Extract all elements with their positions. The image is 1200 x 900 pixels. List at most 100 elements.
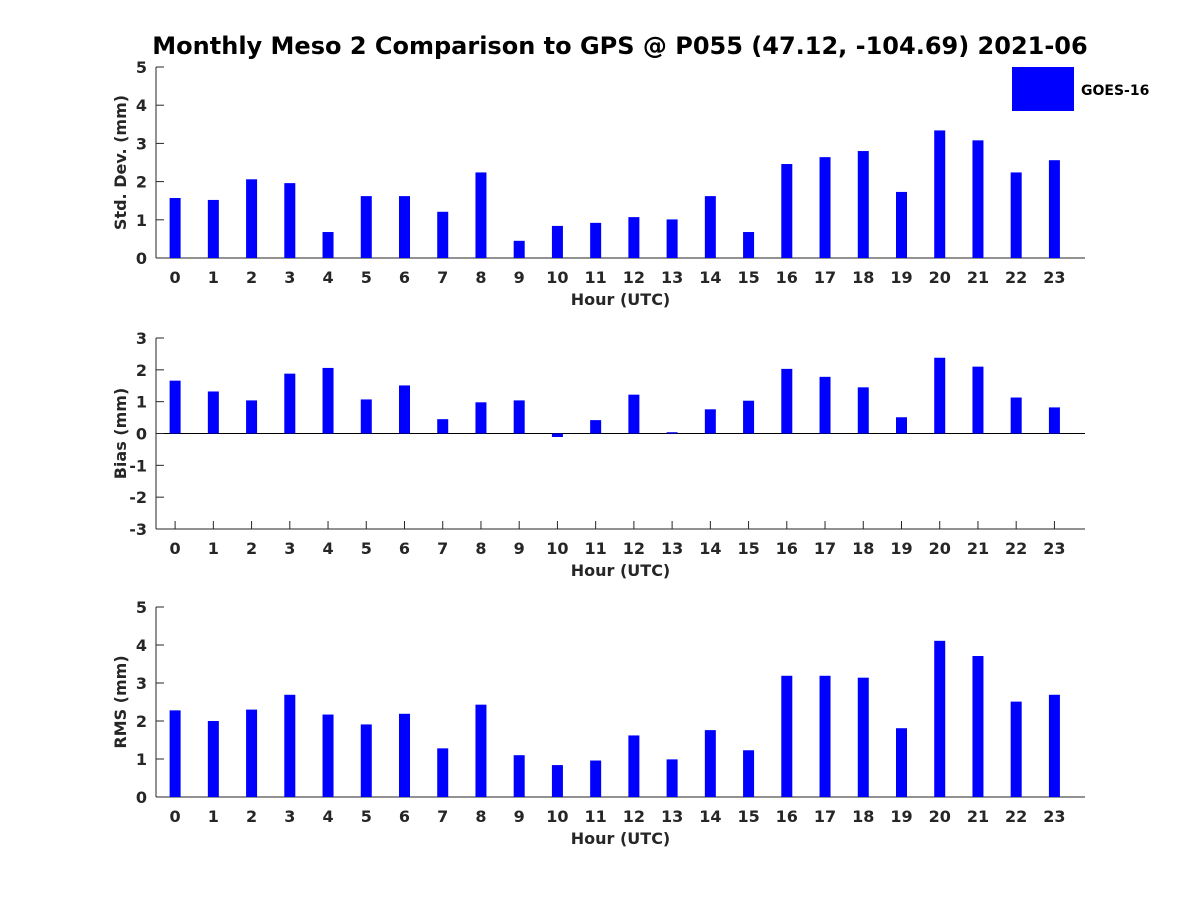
bar-hour-7 bbox=[437, 419, 449, 434]
x-tick-label: 16 bbox=[776, 268, 798, 287]
x-tick-label: 12 bbox=[623, 807, 645, 826]
x-tick-label: 17 bbox=[814, 268, 836, 287]
chart-title: Monthly Meso 2 Comparison to GPS @ P055 … bbox=[152, 32, 1087, 60]
x-tick-label: 0 bbox=[170, 539, 181, 558]
bar-hour-7 bbox=[437, 748, 449, 797]
x-tick-label: 17 bbox=[814, 539, 836, 558]
y-tick-label: 3 bbox=[136, 674, 147, 693]
y-tick-label: 0 bbox=[136, 425, 147, 444]
x-tick-label: 0 bbox=[170, 268, 181, 287]
bar-hour-2 bbox=[246, 179, 258, 258]
bar-hour-21 bbox=[972, 140, 984, 258]
x-tick-label: 2 bbox=[246, 539, 257, 558]
x-tick-label: 9 bbox=[514, 268, 525, 287]
y-axis-label: Bias (mm) bbox=[111, 388, 130, 480]
x-tick-label: 23 bbox=[1043, 807, 1065, 826]
x-tick-label: 4 bbox=[322, 807, 333, 826]
bar-hour-3 bbox=[284, 183, 296, 258]
bar-hour-12 bbox=[628, 217, 640, 258]
x-tick-label: 21 bbox=[967, 807, 989, 826]
x-tick-label: 19 bbox=[890, 539, 912, 558]
bar-hour-0 bbox=[169, 710, 181, 797]
bar-hour-3 bbox=[284, 694, 296, 797]
bar-hour-8 bbox=[475, 172, 487, 258]
x-tick-label: 21 bbox=[967, 539, 989, 558]
x-axis-label: Hour (UTC) bbox=[571, 290, 671, 309]
bar-hour-22 bbox=[1010, 397, 1022, 434]
bar-hour-11 bbox=[590, 420, 602, 434]
x-tick-label: 5 bbox=[361, 539, 372, 558]
bar-hour-7 bbox=[437, 211, 449, 258]
legend-swatch bbox=[1012, 67, 1074, 111]
bar-hour-16 bbox=[781, 164, 793, 258]
x-axis-label: Hour (UTC) bbox=[571, 829, 671, 848]
bar-hour-18 bbox=[857, 151, 869, 258]
bar-hour-15 bbox=[743, 232, 755, 258]
bar-hour-16 bbox=[781, 675, 793, 797]
bar-hour-21 bbox=[972, 656, 984, 797]
x-tick-label: 20 bbox=[929, 807, 951, 826]
x-tick-label: 2 bbox=[246, 268, 257, 287]
bar-hour-13 bbox=[666, 759, 678, 797]
x-tick-label: 1 bbox=[208, 807, 219, 826]
bar-hour-8 bbox=[475, 402, 487, 434]
x-tick-label: 11 bbox=[585, 807, 607, 826]
bar-hour-12 bbox=[628, 735, 640, 797]
bar-hour-1 bbox=[207, 391, 219, 434]
x-tick-label: 14 bbox=[699, 268, 721, 287]
y-tick-label: 4 bbox=[136, 96, 147, 115]
y-tick-label: 2 bbox=[136, 361, 147, 380]
x-tick-label: 23 bbox=[1043, 539, 1065, 558]
y-axis-label: Std. Dev. (mm) bbox=[111, 95, 130, 230]
bar-hour-23 bbox=[1048, 694, 1060, 797]
x-tick-label: 16 bbox=[776, 539, 798, 558]
bar-hour-0 bbox=[169, 198, 181, 258]
x-tick-label: 14 bbox=[699, 807, 721, 826]
bar-hour-5 bbox=[360, 196, 372, 258]
bar-hour-23 bbox=[1048, 407, 1060, 434]
bar-hour-1 bbox=[207, 199, 219, 258]
x-tick-label: 8 bbox=[475, 539, 486, 558]
x-tick-label: 5 bbox=[361, 268, 372, 287]
x-tick-label: 9 bbox=[514, 807, 525, 826]
bar-hour-18 bbox=[857, 387, 869, 434]
x-tick-label: 13 bbox=[661, 807, 683, 826]
bar-hour-12 bbox=[628, 394, 640, 434]
bar-hour-5 bbox=[360, 724, 372, 797]
x-tick-label: 2 bbox=[246, 807, 257, 826]
bar-hour-9 bbox=[513, 240, 525, 258]
bar-hour-15 bbox=[743, 750, 755, 797]
bar-hour-13 bbox=[666, 219, 678, 258]
y-tick-label: -1 bbox=[129, 456, 147, 475]
y-tick-label: 5 bbox=[136, 58, 147, 77]
x-tick-label: 8 bbox=[475, 807, 486, 826]
y-tick-label: 1 bbox=[136, 750, 147, 769]
bar-hour-10 bbox=[551, 433, 563, 438]
bar-hour-4 bbox=[322, 232, 334, 258]
bar-hour-6 bbox=[398, 385, 410, 434]
bar-hour-17 bbox=[819, 675, 831, 797]
x-tick-label: 11 bbox=[585, 268, 607, 287]
bar-hour-5 bbox=[360, 399, 372, 434]
x-axis-label: Hour (UTC) bbox=[571, 561, 671, 580]
x-tick-label: 6 bbox=[399, 539, 410, 558]
y-tick-label: -3 bbox=[129, 520, 147, 539]
bar-hour-0 bbox=[169, 380, 181, 434]
x-tick-label: 9 bbox=[514, 539, 525, 558]
bar-hour-10 bbox=[551, 225, 563, 258]
bar-hour-8 bbox=[475, 704, 487, 797]
y-tick-label: 0 bbox=[136, 788, 147, 807]
bar-hour-15 bbox=[743, 400, 755, 434]
x-tick-label: 10 bbox=[546, 807, 568, 826]
bar-hour-13 bbox=[666, 432, 678, 434]
bar-hour-20 bbox=[934, 130, 946, 258]
x-tick-label: 13 bbox=[661, 539, 683, 558]
x-tick-label: 19 bbox=[890, 807, 912, 826]
legend-label: GOES-16 bbox=[1081, 83, 1149, 99]
x-tick-label: 18 bbox=[852, 539, 874, 558]
bar-hour-2 bbox=[246, 400, 258, 434]
x-tick-label: 3 bbox=[284, 268, 295, 287]
